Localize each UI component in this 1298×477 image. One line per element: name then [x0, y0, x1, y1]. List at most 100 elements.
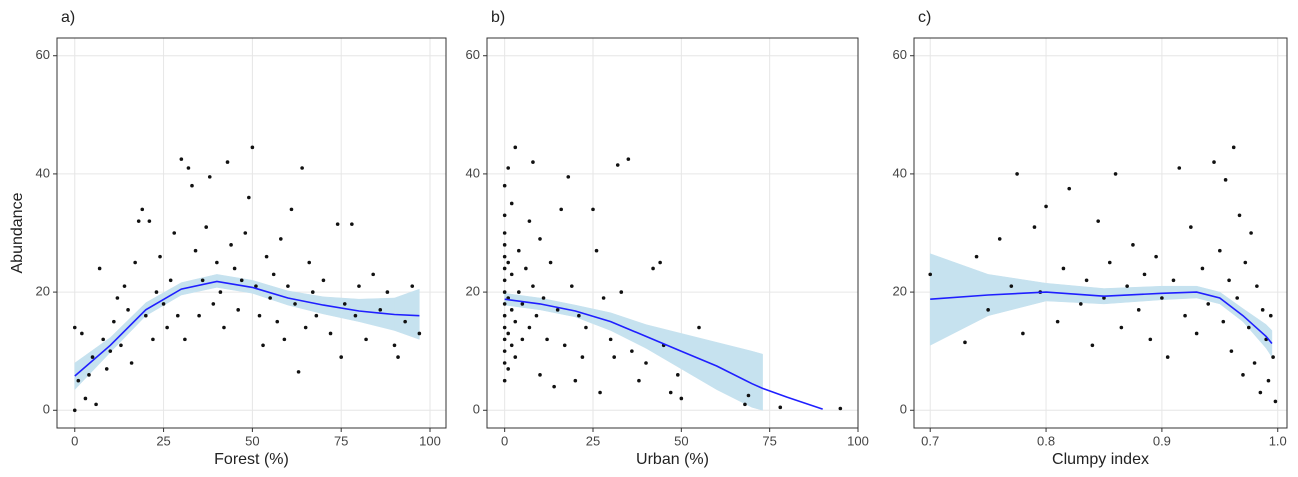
point — [175, 313, 180, 318]
point — [1177, 166, 1182, 170]
point — [296, 370, 301, 374]
point — [1235, 296, 1239, 300]
point — [1009, 284, 1014, 288]
point — [392, 343, 397, 348]
x-tick-label: 75 — [762, 433, 776, 448]
point — [403, 319, 407, 324]
point — [502, 302, 507, 306]
x-axis-label: Urban (%) — [636, 451, 709, 468]
point — [1061, 266, 1066, 271]
point — [1246, 325, 1251, 330]
point — [520, 337, 525, 342]
point — [396, 355, 400, 359]
y-tick-label: 0 — [900, 402, 907, 417]
point — [552, 384, 556, 389]
plot-border — [486, 37, 859, 429]
point — [502, 378, 507, 383]
point — [140, 207, 145, 212]
point — [502, 213, 507, 218]
point — [254, 284, 258, 288]
point — [506, 260, 511, 265]
point — [502, 266, 507, 271]
point — [573, 378, 578, 383]
point — [119, 343, 123, 348]
point — [626, 157, 631, 161]
point — [509, 272, 514, 277]
point — [264, 254, 269, 259]
x-tick-label: 0.9 — [1153, 433, 1171, 448]
point — [1223, 178, 1228, 182]
fit-line — [74, 280, 420, 377]
point — [165, 325, 169, 330]
point — [502, 254, 507, 259]
point — [90, 355, 95, 359]
point — [243, 231, 248, 235]
point — [197, 313, 201, 318]
point — [1015, 172, 1019, 176]
point — [1271, 355, 1275, 359]
point — [676, 373, 680, 377]
point — [524, 266, 528, 271]
x-tick-label: 0 — [501, 433, 508, 448]
point — [1249, 231, 1253, 235]
point — [1021, 331, 1025, 336]
point — [257, 313, 262, 318]
point — [112, 319, 116, 324]
point — [293, 302, 297, 306]
point — [410, 284, 415, 288]
y-axis-label: Abundance — [9, 192, 26, 273]
point — [1218, 248, 1222, 253]
point — [531, 160, 535, 164]
point — [509, 201, 514, 206]
point — [1113, 172, 1118, 176]
point — [746, 393, 751, 398]
point — [339, 355, 344, 359]
x-tick-label: 0 — [71, 433, 78, 448]
point — [1194, 331, 1199, 336]
point — [615, 163, 620, 167]
point — [538, 237, 542, 241]
point — [502, 290, 507, 294]
x-tick-label: 50 — [674, 433, 688, 448]
point — [417, 331, 422, 336]
point — [559, 207, 563, 212]
point — [76, 378, 81, 383]
point — [236, 308, 240, 312]
point — [1206, 302, 1211, 306]
point — [502, 278, 507, 283]
point — [637, 378, 641, 383]
point — [743, 402, 747, 407]
point — [126, 308, 130, 312]
point — [328, 331, 333, 336]
point — [225, 160, 230, 164]
point — [509, 343, 514, 348]
point — [183, 337, 187, 342]
point — [974, 254, 979, 259]
point — [668, 390, 673, 395]
panel-title: c) — [918, 9, 931, 26]
point — [1241, 373, 1245, 377]
x-tick-label: 100 — [419, 433, 441, 448]
point — [342, 302, 347, 306]
point — [555, 308, 560, 312]
point — [279, 237, 283, 241]
point — [527, 325, 532, 330]
confidence-band — [394, 288, 420, 340]
point — [1142, 272, 1147, 277]
point — [658, 260, 662, 265]
point — [204, 225, 209, 229]
point — [506, 367, 511, 371]
y-tick-label: 60 — [893, 47, 907, 62]
point — [72, 325, 77, 330]
x-tick-label: 50 — [245, 433, 259, 448]
point — [289, 207, 294, 212]
point — [963, 340, 967, 345]
point — [133, 260, 137, 265]
x-axis-label: Forest (%) — [214, 451, 289, 468]
point — [353, 313, 358, 318]
confidence-band — [751, 350, 763, 411]
point — [122, 284, 127, 288]
fit-line — [504, 298, 823, 410]
point — [271, 272, 276, 277]
